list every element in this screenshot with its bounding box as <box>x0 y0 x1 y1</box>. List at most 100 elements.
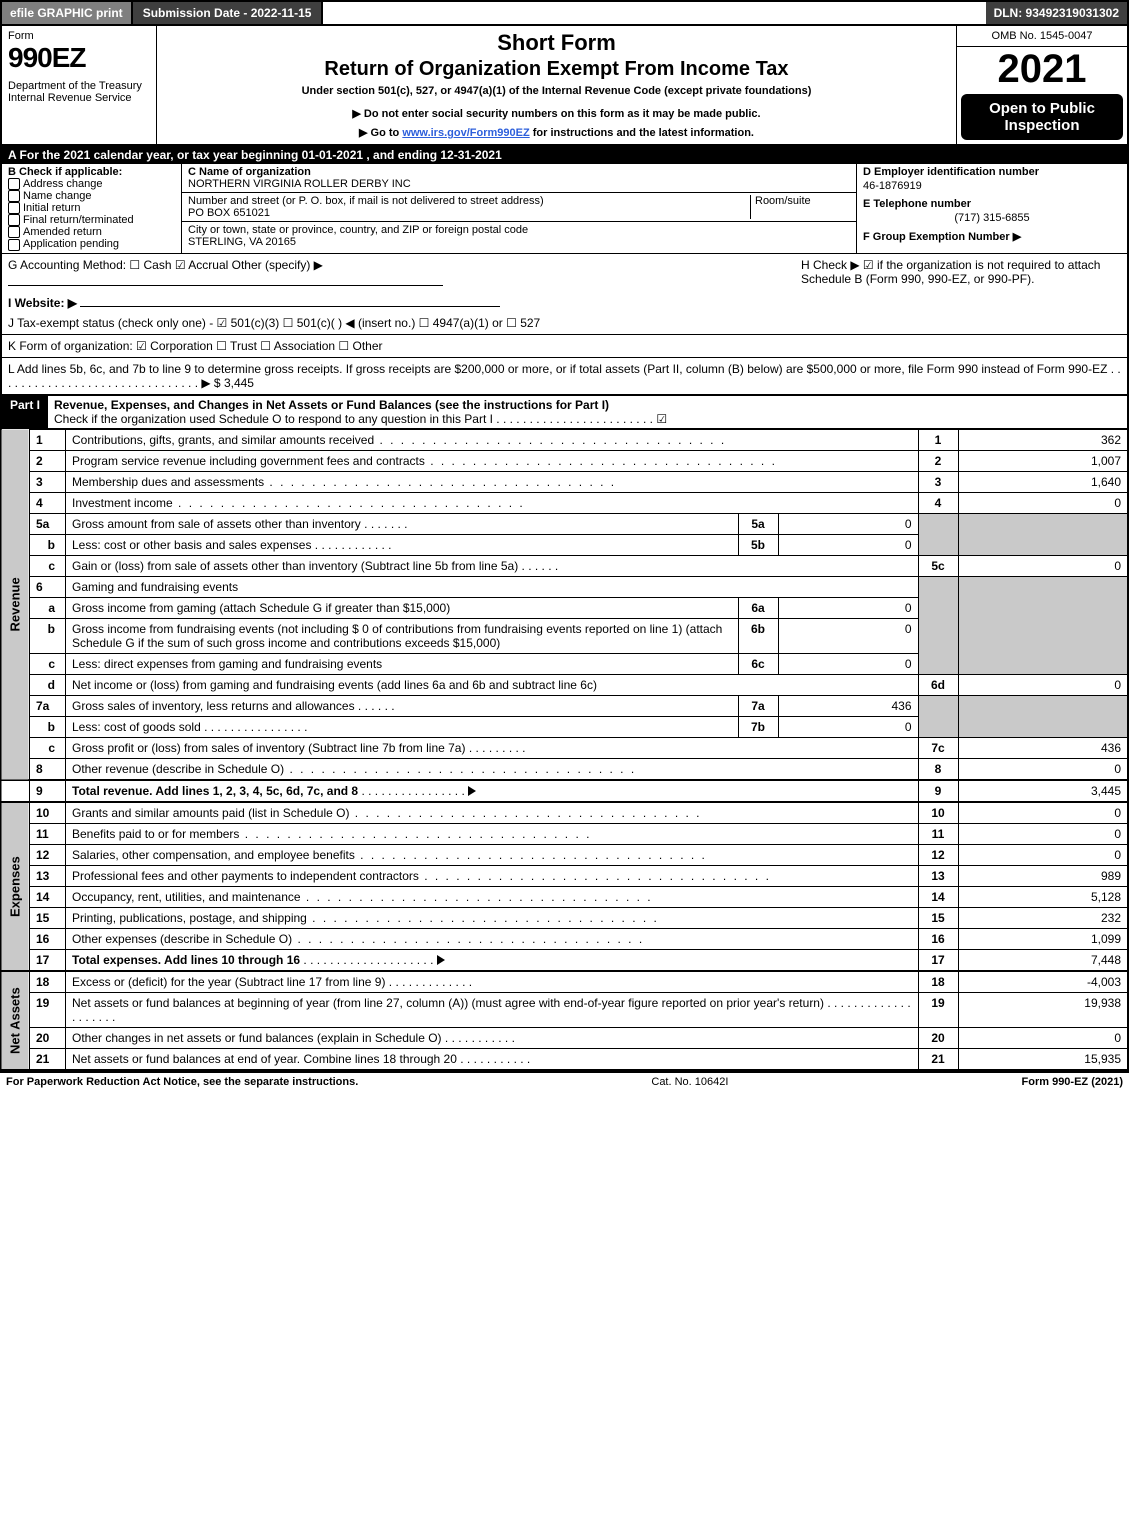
row-a-tax-year: A For the 2021 calendar year, or tax yea… <box>0 146 1129 164</box>
grey-6amt <box>958 576 1128 674</box>
l5a-bv: 0 <box>778 513 918 534</box>
i-website-label: I Website: ▶ <box>8 296 77 310</box>
k-form-org: K Form of organization: ☑ Corporation ☐ … <box>0 335 1129 358</box>
l9-ln: 9 <box>918 780 958 802</box>
l19-num: 19 <box>30 992 66 1027</box>
arrow-icon <box>437 955 445 965</box>
tax-year: 2021 <box>957 47 1127 92</box>
l20-ln: 20 <box>918 1027 958 1048</box>
l6a-bv: 0 <box>778 597 918 618</box>
col-b-checkboxes: B Check if applicable: Address change Na… <box>2 164 182 253</box>
l14-desc: Occupancy, rent, utilities, and maintena… <box>72 890 301 904</box>
f-group-label: F Group Exemption Number ▶ <box>863 230 1121 243</box>
l3-num: 3 <box>30 471 66 492</box>
l6a-desc: Gross income from gaming (attach Schedul… <box>66 597 739 618</box>
l6d-desc: Net income or (loss) from gaming and fun… <box>66 674 919 695</box>
l16-ln: 16 <box>918 928 958 949</box>
line-18: Net Assets 18 Excess or (deficit) for th… <box>1 971 1128 993</box>
l21-desc: Net assets or fund balances at end of ye… <box>72 1052 457 1066</box>
line-10: Expenses 10 Grants and similar amounts p… <box>1 802 1128 824</box>
expenses-side-label: Expenses <box>1 802 30 971</box>
header-left: Form 990EZ Department of the Treasury In… <box>2 26 157 144</box>
grey-7 <box>918 695 958 737</box>
l9-amt: 3,445 <box>958 780 1128 802</box>
l5a-num: 5a <box>30 513 66 534</box>
ssn-warning: ▶ Do not enter social security numbers o… <box>165 107 948 120</box>
l10-amt: 0 <box>958 802 1128 824</box>
l6a-num: a <box>30 597 66 618</box>
l10-ln: 10 <box>918 802 958 824</box>
c-city-label: City or town, state or province, country… <box>188 224 528 236</box>
l6b-bv: 0 <box>778 618 918 653</box>
l5c-amt: 0 <box>958 555 1128 576</box>
chk-amended-return[interactable]: Amended return <box>8 226 175 238</box>
l18-ln: 18 <box>918 971 958 993</box>
l7c-ln: 7c <box>918 737 958 758</box>
under-section-text: Under section 501(c), 527, or 4947(a)(1)… <box>165 85 948 97</box>
l8-amt: 0 <box>958 758 1128 780</box>
line-14: 14 Occupancy, rent, utilities, and maint… <box>1 886 1128 907</box>
open-to-public: Open to Public Inspection <box>961 94 1123 140</box>
line-15: 15 Printing, publications, postage, and … <box>1 907 1128 928</box>
footer-right: Form 990-EZ (2021) <box>1022 1076 1123 1088</box>
b-label: B Check if applicable: <box>8 166 175 178</box>
rev-gap <box>1 780 30 802</box>
line-1: Revenue 1 Contributions, gifts, grants, … <box>1 429 1128 450</box>
l19-amt: 19,938 <box>958 992 1128 1027</box>
l12-num: 12 <box>30 844 66 865</box>
line-12: 12 Salaries, other compensation, and emp… <box>1 844 1128 865</box>
l6b-num: b <box>30 618 66 653</box>
top-bar: efile GRAPHIC print Submission Date - 20… <box>0 0 1129 26</box>
l6d-ln: 6d <box>918 674 958 695</box>
efile-print-button[interactable]: efile GRAPHIC print <box>2 2 133 24</box>
page-footer: For Paperwork Reduction Act Notice, see … <box>0 1071 1129 1091</box>
l6d-amt: 0 <box>958 674 1128 695</box>
l6c-box: 6c <box>738 653 778 674</box>
l14-num: 14 <box>30 886 66 907</box>
line-13: 13 Professional fees and other payments … <box>1 865 1128 886</box>
l3-ln: 3 <box>918 471 958 492</box>
grey-5amt <box>958 513 1128 555</box>
form-label: Form <box>8 30 150 42</box>
topbar-spacer <box>323 2 985 24</box>
chk-address-change[interactable]: Address change <box>8 178 175 190</box>
l7b-box: 7b <box>738 716 778 737</box>
l6c-bv: 0 <box>778 653 918 674</box>
l13-desc: Professional fees and other payments to … <box>72 869 419 883</box>
room-suite-label: Room/suite <box>755 195 811 207</box>
part1-label: Part I <box>2 396 48 428</box>
l5c-desc: Gain or (loss) from sale of assets other… <box>72 559 518 573</box>
org-city: STERLING, VA 20165 <box>188 236 296 248</box>
chk-name-change[interactable]: Name change <box>8 190 175 202</box>
org-street: PO BOX 651021 <box>188 207 270 219</box>
c-street-label: Number and street (or P. O. box, if mail… <box>188 195 544 207</box>
submission-date-button[interactable]: Submission Date - 2022-11-15 <box>133 2 324 24</box>
website-field[interactable] <box>80 306 500 307</box>
header-center: Short Form Return of Organization Exempt… <box>157 26 957 144</box>
l13-num: 13 <box>30 865 66 886</box>
chk-application-pending[interactable]: Application pending <box>8 238 175 250</box>
l5a-box: 5a <box>738 513 778 534</box>
col-c-org-info: C Name of organization NORTHERN VIRGINIA… <box>182 164 857 253</box>
chk-final-return[interactable]: Final return/terminated <box>8 214 175 226</box>
l2-ln: 2 <box>918 450 958 471</box>
irs-link[interactable]: www.irs.gov/Form990EZ <box>402 127 529 139</box>
chk-initial-return[interactable]: Initial return <box>8 202 175 214</box>
line-7a: 7a Gross sales of inventory, less return… <box>1 695 1128 716</box>
l1-ln: 1 <box>918 429 958 450</box>
l6c-num: c <box>30 653 66 674</box>
l1-num: 1 <box>30 429 66 450</box>
grey-5 <box>918 513 958 555</box>
l2-num: 2 <box>30 450 66 471</box>
l5b-box: 5b <box>738 534 778 555</box>
org-name: NORTHERN VIRGINIA ROLLER DERBY INC <box>188 178 411 190</box>
l6a-box: 6a <box>738 597 778 618</box>
l7a-box: 7a <box>738 695 778 716</box>
l16-num: 16 <box>30 928 66 949</box>
l21-num: 21 <box>30 1048 66 1070</box>
ein-value: 46-1876919 <box>863 180 1121 192</box>
l5a-desc: Gross amount from sale of assets other t… <box>72 517 361 531</box>
line-5a: 5a Gross amount from sale of assets othe… <box>1 513 1128 534</box>
l4-amt: 0 <box>958 492 1128 513</box>
line-4: 4 Investment income 4 0 <box>1 492 1128 513</box>
